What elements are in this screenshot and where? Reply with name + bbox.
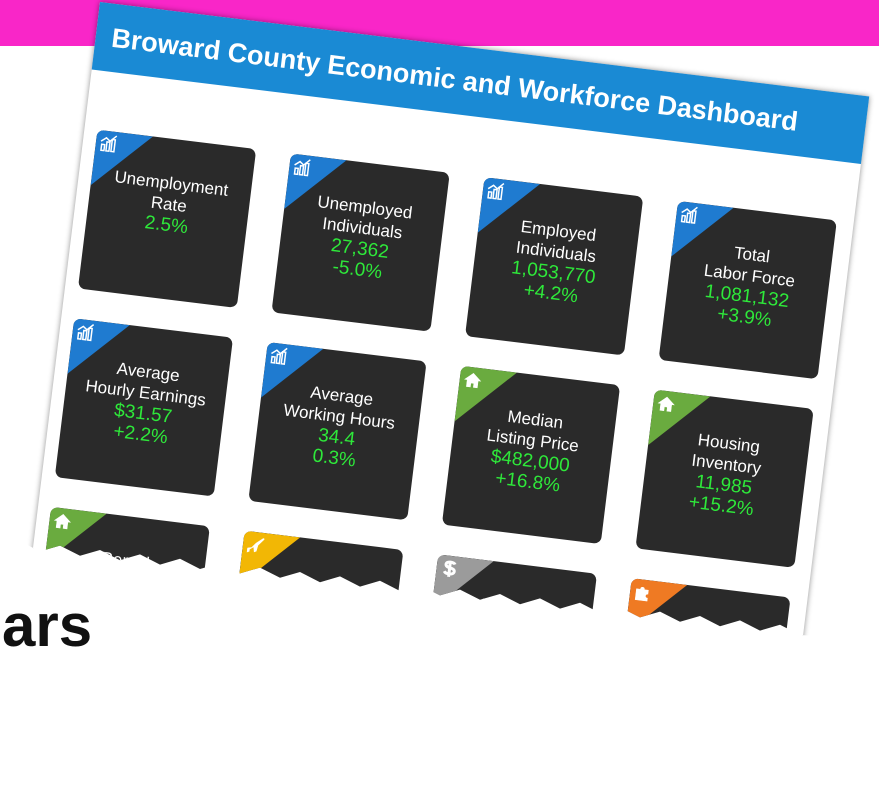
tile-icon — [477, 177, 541, 233]
metric-tile: Average Working Hours 34.4 0.3% — [248, 341, 427, 521]
tile-icon — [648, 389, 711, 446]
tile-icon — [624, 578, 688, 634]
icon-corner — [624, 578, 688, 634]
tile-text: Average Working Hours 34.4 0.3% — [253, 376, 422, 479]
metric-tile: Median Listing Price $482,000 +16.8% — [441, 365, 621, 545]
metric-tile — [225, 530, 404, 640]
tile-label: Broward — [479, 594, 545, 622]
icon-corner — [237, 530, 301, 587]
icon-glyph — [53, 514, 72, 530]
tile-icon — [90, 129, 154, 186]
tile-text: Broward — [432, 588, 593, 628]
tile-label: 2021-22 — [673, 618, 738, 646]
torn-screenshot: Broward County Economic and Workforce Da… — [31, 2, 870, 640]
tile-text: Median Listing Price $482,000 +16.8% — [447, 399, 616, 502]
icon-corner — [44, 506, 107, 563]
metric-tile: Unemployed Individuals 27,362 -5.0% — [271, 153, 450, 332]
icon-glyph — [680, 206, 698, 224]
tile-icon — [67, 318, 130, 374]
metric-tile: Total Labor Force 1,081,132 +3.9% — [658, 200, 837, 380]
icon-glyph — [634, 587, 649, 602]
tile-text: Unemployment Rate 2.5% — [86, 163, 252, 245]
icon-glyph — [100, 135, 118, 153]
tile-text: Average Hourly Earnings $31.57 +2.2% — [60, 352, 229, 455]
icon-glyph — [270, 347, 288, 365]
page: ars Broward County Economic and Workforc… — [0, 0, 879, 656]
tile-text: Employed Individuals 1,053,770 +4.2% — [470, 211, 639, 314]
metric-tile: Housing Inventory 11,985 +15.2% — [635, 389, 814, 568]
metric-tile: Average Hourly Earnings $31.57 +2.2% — [54, 318, 234, 497]
tile-text: Unemployed Individuals 27,362 -5.0% — [277, 187, 446, 290]
icon-glyph — [657, 396, 675, 412]
tile-text: Rental — [44, 541, 205, 581]
icon-glyph — [487, 182, 505, 201]
icon-glyph — [76, 324, 95, 342]
icon-glyph — [246, 538, 265, 553]
dashboard-card: Broward County Economic and Workforce Da… — [12, 2, 870, 646]
dashboard-title: Broward County Economic and Workforce Da… — [91, 2, 870, 164]
metric-tile: Broward — [418, 554, 598, 640]
tile-icon — [237, 530, 301, 587]
tile-icon — [454, 365, 517, 422]
tile-icon — [260, 341, 324, 398]
tile-icon — [284, 153, 347, 209]
icon-glyph — [464, 372, 482, 389]
icon-glyph — [442, 560, 457, 577]
tile-text: Total Labor Force 1,081,132 +3.9% — [664, 235, 833, 338]
tile-text: Housing Inventory 11,985 +15.2% — [641, 423, 810, 526]
tile-icon — [431, 554, 494, 610]
metric-tile: 2021-22 — [612, 578, 791, 646]
tile-icon — [44, 506, 107, 563]
metric-tile: Unemployment Rate 2.5% — [77, 129, 257, 308]
metric-tile: Employed Individuals 1,053,770 +4.2% — [465, 177, 644, 356]
background-text: ars — [2, 592, 93, 659]
icon-glyph — [293, 159, 311, 177]
tile-text: 2021-22 — [625, 612, 786, 646]
tile-label: Rental — [99, 548, 151, 574]
tile-icon — [671, 200, 734, 257]
icon-corner — [431, 554, 494, 610]
